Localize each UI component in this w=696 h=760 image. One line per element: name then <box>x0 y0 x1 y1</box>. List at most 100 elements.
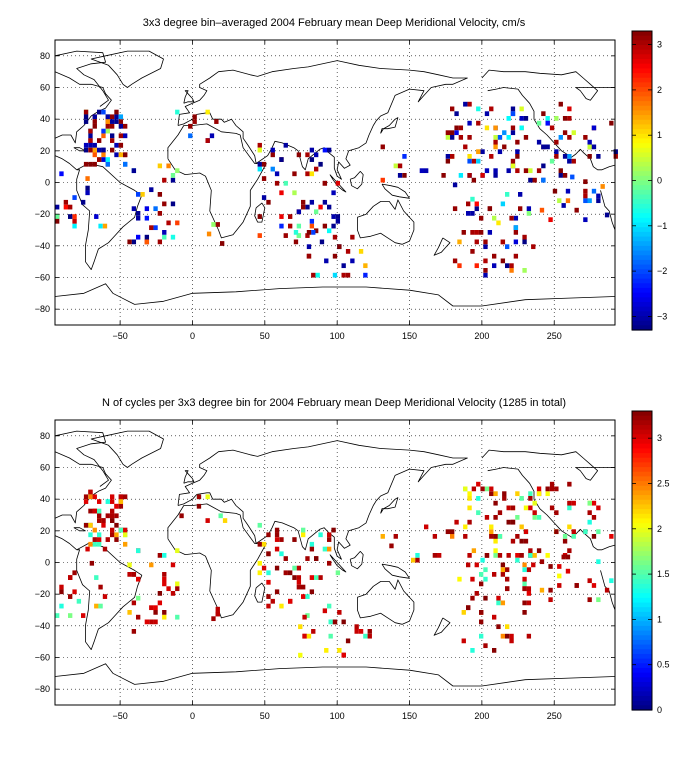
data-cell <box>497 534 503 539</box>
data-cell <box>519 496 524 501</box>
data-cell <box>523 529 529 535</box>
data-cell <box>489 154 494 159</box>
data-cell <box>562 534 568 539</box>
colorbar-segment <box>632 551 652 557</box>
coastline <box>76 163 143 270</box>
colorbar-segment <box>632 527 652 534</box>
data-cell <box>301 584 306 590</box>
data-cell <box>479 619 484 625</box>
colorbar-segment <box>632 560 652 566</box>
colorbar-segment <box>632 565 652 571</box>
data-cell <box>83 119 89 124</box>
colorbar-segment <box>632 87 652 93</box>
colorbar-segment <box>632 241 652 247</box>
data-cell <box>97 518 102 523</box>
colorbar-segment <box>632 649 652 655</box>
data-cell <box>454 125 459 131</box>
data-cell <box>502 144 507 150</box>
data-cell <box>170 562 176 568</box>
data-cell <box>105 499 110 504</box>
data-cell <box>526 586 532 592</box>
data-cell <box>480 149 485 155</box>
colorbar-segment <box>632 213 652 219</box>
data-cell <box>215 222 220 227</box>
data-cell <box>296 579 302 585</box>
data-cell <box>484 486 490 492</box>
data-cell <box>484 111 490 117</box>
data-cell <box>59 603 64 609</box>
data-cell <box>613 149 618 155</box>
data-cell <box>515 149 520 155</box>
data-cell <box>479 230 484 235</box>
data-cell <box>557 573 562 579</box>
data-cell <box>92 142 97 148</box>
data-cell <box>489 524 494 530</box>
data-cell <box>309 589 315 595</box>
data-cell <box>59 584 64 590</box>
data-cell <box>541 111 546 117</box>
data-cell <box>157 600 163 606</box>
colorbar-segment <box>632 124 652 130</box>
data-cell <box>557 564 562 569</box>
data-cell <box>302 633 307 639</box>
data-cell <box>358 629 364 634</box>
coastline <box>357 579 415 625</box>
data-cell <box>118 152 124 158</box>
coastline <box>76 543 143 650</box>
data-cell <box>483 272 488 278</box>
data-cell <box>522 610 527 615</box>
data-cell <box>166 163 171 169</box>
data-cell <box>554 510 559 516</box>
data-cell <box>515 557 520 563</box>
data-cell <box>522 600 527 606</box>
data-cell <box>496 220 501 226</box>
data-cell <box>591 515 597 520</box>
data-cell <box>153 225 158 231</box>
data-cell <box>318 161 323 167</box>
colorbar-segment <box>632 499 652 506</box>
data-cell <box>149 619 154 625</box>
colorbar-segment <box>632 194 652 200</box>
data-cell <box>136 234 141 240</box>
data-cell <box>505 192 510 197</box>
data-cell <box>157 211 163 216</box>
data-cell <box>157 163 163 169</box>
colorbar-segment <box>632 695 652 702</box>
data-cell <box>548 597 553 603</box>
data-cells <box>55 481 614 658</box>
data-cell <box>549 158 555 164</box>
data-cell <box>257 214 262 219</box>
data-cell <box>558 168 563 174</box>
data-cell <box>332 234 338 240</box>
x-tick-label: 100 <box>330 331 345 341</box>
data-cell <box>519 116 524 121</box>
data-cell <box>322 608 328 614</box>
data-cell <box>322 223 328 229</box>
data-cell <box>92 494 97 500</box>
data-cell <box>222 518 228 523</box>
data-cell <box>305 556 310 561</box>
data-cell <box>549 486 555 492</box>
data-cell <box>500 600 506 606</box>
bottom-chart-title: N of cycles per 3x3 degree bin for 2004 … <box>102 397 566 409</box>
data-cell <box>283 142 288 148</box>
data-cell <box>131 239 137 245</box>
colorbar-segment <box>632 287 652 294</box>
colorbar-segment <box>632 485 652 492</box>
y-tick-label: 80 <box>40 431 50 441</box>
data-cell <box>144 239 150 245</box>
data-cell <box>532 510 537 516</box>
coastline <box>73 527 86 532</box>
data-cell <box>536 139 542 145</box>
data-cell <box>331 223 336 229</box>
data-cell <box>127 562 132 568</box>
data-cell <box>452 182 458 188</box>
data-cell <box>479 610 484 615</box>
data-cell <box>211 616 216 622</box>
data-cell <box>545 553 550 558</box>
data-cell <box>292 190 297 196</box>
data-cell <box>489 534 494 539</box>
data-cell <box>441 173 446 178</box>
data-cell <box>587 578 592 584</box>
